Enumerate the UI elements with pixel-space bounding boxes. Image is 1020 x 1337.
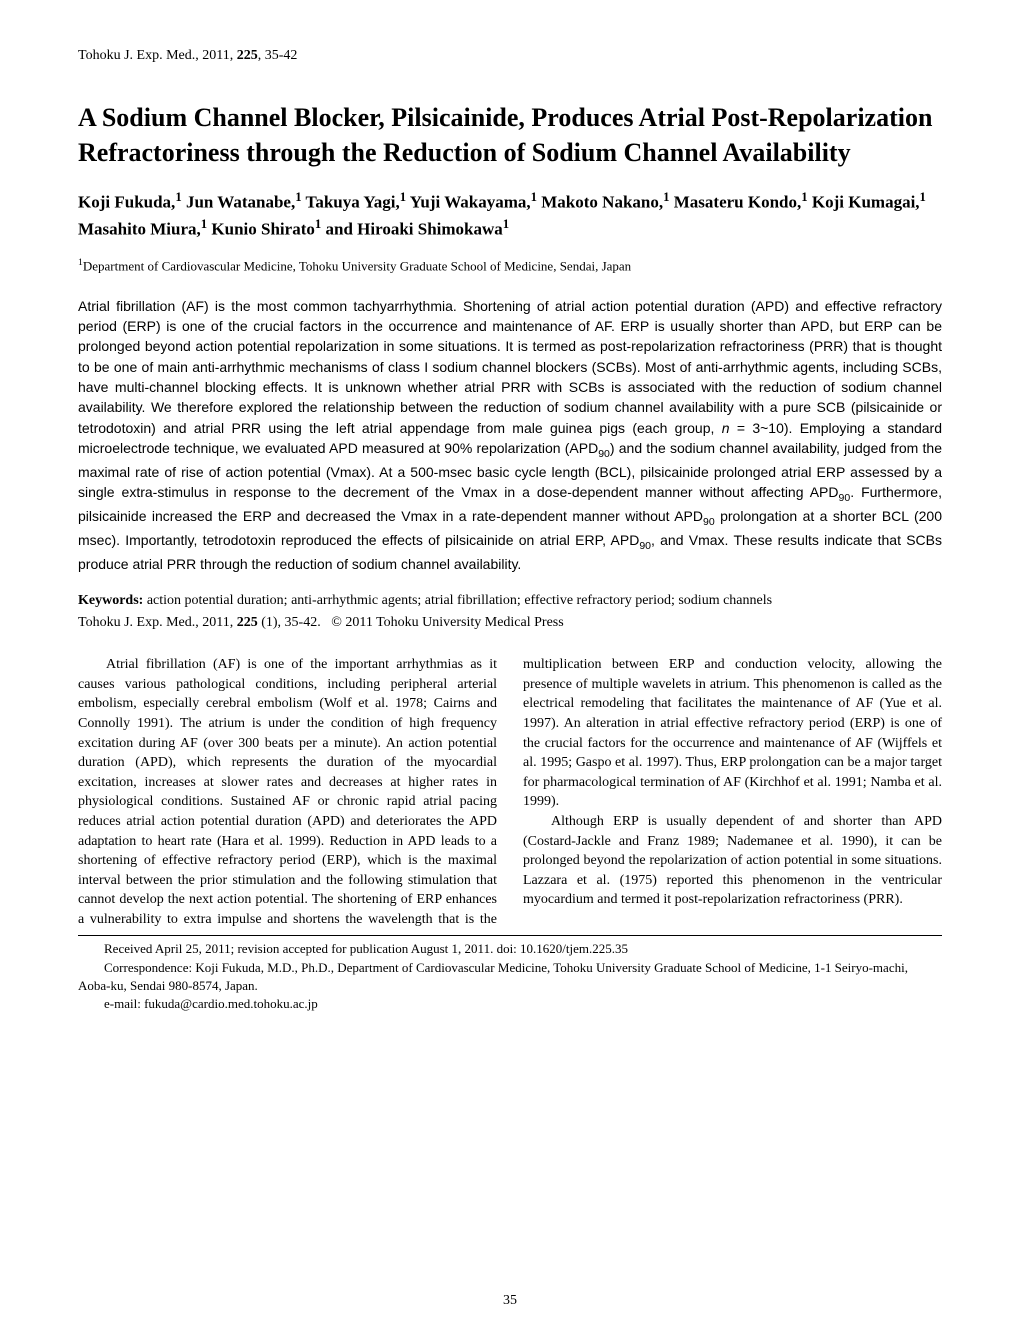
running-head: Tohoku J. Exp. Med., 2011, 225, 35-42 bbox=[78, 48, 942, 64]
keywords-label: Keywords: bbox=[78, 593, 143, 608]
citation: Tohoku J. Exp. Med., 2011, 225 (1), 35-4… bbox=[78, 613, 942, 633]
authors: Koji Fukuda,1 Jun Watanabe,1 Takuya Yagi… bbox=[78, 188, 942, 242]
footer: Received April 25, 2011; revision accept… bbox=[78, 940, 942, 1013]
article-title: A Sodium Channel Blocker, Pilsicainide, … bbox=[78, 100, 942, 170]
keywords: Keywords: action potential duration; ant… bbox=[78, 591, 942, 611]
email-line: e-mail: fukuda@cardio.med.tohoku.ac.jp bbox=[78, 995, 942, 1013]
body-text: Atrial fibrillation (AF) is one of the i… bbox=[78, 655, 942, 929]
affiliation: 1Department of Cardiovascular Medicine, … bbox=[78, 257, 942, 274]
journal-ref: Tohoku J. Exp. Med., 2011, 225, 35-42 bbox=[78, 48, 297, 64]
footer-divider bbox=[78, 935, 942, 936]
keywords-text: action potential duration; anti-arrhythm… bbox=[143, 593, 772, 608]
body-para-2: Although ERP is usually dependent of and… bbox=[523, 812, 942, 910]
page-number: 35 bbox=[0, 1293, 1020, 1309]
received-line: Received April 25, 2011; revision accept… bbox=[78, 940, 942, 958]
abstract: Atrial fibrillation (AF) is the most com… bbox=[78, 296, 942, 575]
correspondence-line: Correspondence: Koji Fukuda, M.D., Ph.D.… bbox=[78, 959, 942, 995]
